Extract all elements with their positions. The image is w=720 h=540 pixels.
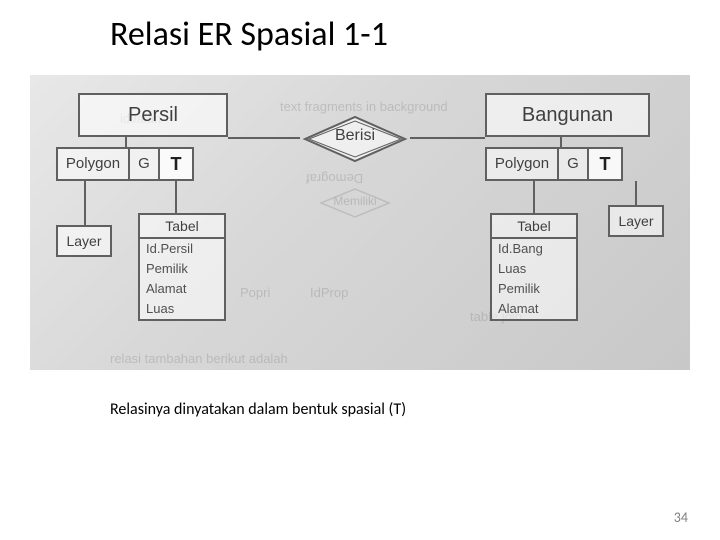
connector <box>635 181 637 205</box>
table-row: Pemilik <box>492 279 576 299</box>
faded-oval: Popri <box>240 285 270 300</box>
page-title: Relasi ER Spasial 1-1 <box>110 14 388 55</box>
connector <box>125 137 127 147</box>
entity-bangunan: Bangunan <box>485 93 650 137</box>
connector <box>228 137 300 139</box>
table-row: Id.Bang <box>492 239 576 259</box>
persil-layer: Layer <box>56 225 112 257</box>
persil-g-cell: G <box>128 147 158 181</box>
connector <box>175 181 177 213</box>
persil-polygon-cell: Polygon <box>56 147 128 181</box>
table-header: Tabel <box>140 215 224 239</box>
table-row: Alamat <box>492 299 576 319</box>
relation-berisi: Berisi <box>295 111 415 167</box>
page-number: 34 <box>674 509 688 526</box>
faded-label: Memiliki <box>315 194 395 208</box>
relation-label: Berisi <box>295 127 415 145</box>
table-row: Luas <box>140 299 224 319</box>
table-row: Luas <box>492 259 576 279</box>
table-row: Id.Persil <box>140 239 224 259</box>
faded-text: relasi tambahan berikut adalah <box>110 351 288 366</box>
entity-persil: Persil <box>78 93 228 137</box>
persil-table: Tabel Id.Persil Pemilik Alamat Luas <box>138 213 226 321</box>
caption: Relasinya dinyatakan dalam bentuk spasia… <box>110 400 406 419</box>
table-header: Tabel <box>492 215 576 239</box>
bangunan-layer: Layer <box>608 205 664 237</box>
faded-relation-memiliki: Memiliki <box>315 185 395 221</box>
persil-triplet: Polygon G T <box>56 147 194 181</box>
bangunan-polygon-cell: Polygon <box>485 147 557 181</box>
connector <box>84 181 86 225</box>
bangunan-table: Tabel Id.Bang Luas Pemilik Alamat <box>490 213 578 321</box>
er-diagram: text fragments in background idJalan Dem… <box>30 75 690 370</box>
table-row: Alamat <box>140 279 224 299</box>
connector <box>533 181 535 213</box>
bangunan-t-cell: T <box>587 147 623 181</box>
bangunan-g-cell: G <box>557 147 587 181</box>
connector <box>410 137 485 139</box>
faded-oval: IdProp <box>310 285 348 300</box>
connector <box>560 137 562 147</box>
persil-t-cell: T <box>158 147 194 181</box>
bangunan-triplet: Polygon G T <box>485 147 623 181</box>
faded-text: Demograf <box>306 171 363 186</box>
table-row: Pemilik <box>140 259 224 279</box>
